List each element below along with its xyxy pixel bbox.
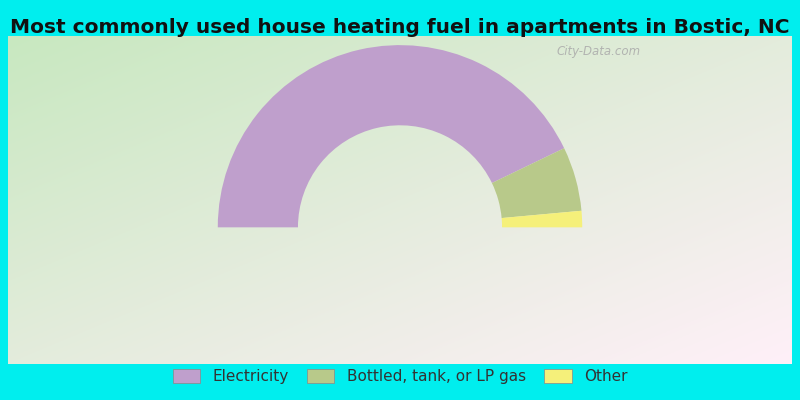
Wedge shape: [492, 148, 582, 218]
Wedge shape: [502, 211, 582, 227]
Wedge shape: [218, 45, 564, 227]
Text: City-Data.com: City-Data.com: [557, 45, 641, 58]
Legend: Electricity, Bottled, tank, or LP gas, Other: Electricity, Bottled, tank, or LP gas, O…: [166, 363, 634, 390]
Text: Most commonly used house heating fuel in apartments in Bostic, NC: Most commonly used house heating fuel in…: [10, 18, 790, 37]
